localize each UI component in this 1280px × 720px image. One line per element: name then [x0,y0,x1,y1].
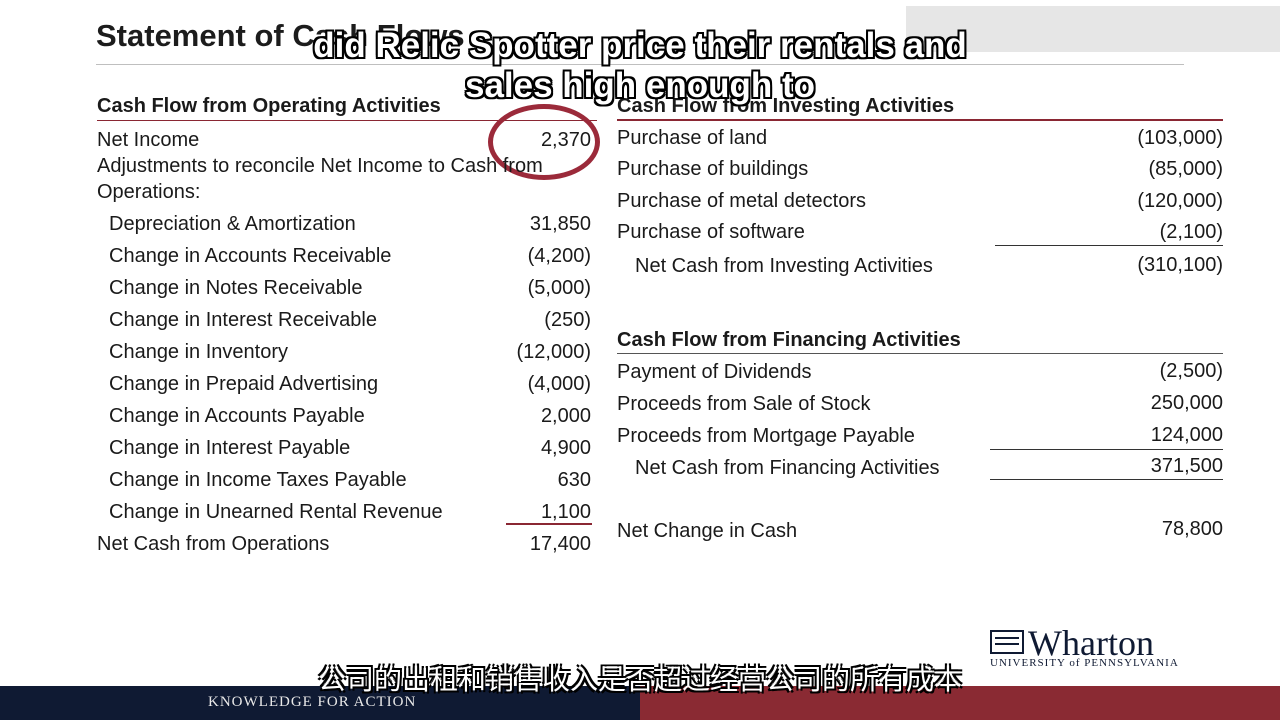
subtitle-english-line2: sales high enough to [464,66,816,105]
financing-item-label: Payment of Dividends [617,361,812,383]
operating-item-label: Change in Inventory [109,341,289,363]
operating-item-value: 4,900 [540,437,591,459]
investing-item-value: (120,000) [1137,190,1223,212]
operating-item-label: Change in Income Taxes Payable [109,469,407,491]
financing-total-underline [990,479,1223,480]
operating-total-value: 17,400 [529,533,591,555]
financing-heading-rule [617,353,1223,354]
footer-red-bar [640,686,1280,720]
investing-item-label: Purchase of land [617,127,768,149]
investing-item-label: Purchase of buildings [617,158,809,180]
operating-item-label: Change in Unearned Rental Revenue [109,501,443,523]
operating-item-label: Change in Interest Receivable [109,309,377,331]
financing-total-label: Net Cash from Financing Activities [635,457,940,479]
operating-item-label: Change in Notes Receivable [109,277,363,299]
operating-item-value: (12,000) [516,341,592,363]
operating-item-label: Change in Accounts Payable [109,405,365,427]
operating-item-value: 31,850 [529,213,591,235]
operating-item-value: 1,100 [540,501,591,523]
investing-item-value: (85,000) [1148,158,1224,180]
slide-title: Statement of Cash Flows [96,18,465,53]
operating-total-label: Net Cash from Operations [97,533,330,555]
adjustments-line2: Operations: [97,181,201,203]
footer-tagline: KNOWLEDGE FOR ACTION [208,694,417,710]
operating-item-label: Change in Accounts Receivable [109,245,392,267]
operating-item-value: 2,000 [540,405,591,427]
subtitle-english-line1: did Relic Spotter price their rentals an… [313,26,967,65]
financing-item-value: 124,000 [1150,424,1223,446]
operating-item-label: Depreciation & Amortization [109,213,356,235]
financing-item-label: Proceeds from Mortgage Payable [617,425,915,447]
wharton-logo-text: Wharton [1028,623,1154,663]
financing-item-value: 250,000 [1150,392,1223,414]
operating-item-label: Change in Interest Payable [109,437,351,459]
subtitle-chinese: 公司的出租和销售收入是否超过经营公司的所有成本 [317,664,962,695]
operating-item-label: Change in Prepaid Advertising [109,373,379,395]
operating-heading: Cash Flow from Operating Activities [97,95,441,117]
footer-navy-bar [0,686,640,720]
adjustments-line1: Adjustments to reconcile Net Income to C… [97,155,543,177]
wharton-logo-subtext: UNIVERSITY of PENNSYLVANIA [990,657,1179,669]
operating-item-value: 630 [557,469,591,491]
financing-total-value: 371,500 [1150,455,1223,477]
corner-overlay-box [906,6,1280,52]
operating-item-value: (5,000) [527,277,591,299]
net-change-value: 78,800 [1161,518,1223,540]
title-divider [96,64,1184,65]
operating-total-rule [506,523,592,525]
highlight-circle [488,104,600,180]
net-income-label: Net Income [97,129,200,151]
financing-item-value: (2,500) [1159,360,1223,382]
investing-total-rule [995,245,1223,246]
financing-total-rule [990,449,1223,450]
operating-heading-rule [97,120,597,121]
investing-item-label: Purchase of software [617,221,805,243]
operating-item-value: (4,200) [527,245,591,267]
operating-item-value: (4,000) [527,373,591,395]
operating-item-value: (250) [544,309,591,331]
wharton-shield-icon [990,630,1024,654]
investing-total-value: (310,100) [1137,254,1223,276]
investing-heading: Cash Flow from Investing Activities [617,95,955,117]
net-change-label: Net Change in Cash [617,520,798,542]
investing-item-value: (103,000) [1137,127,1223,149]
investing-item-label: Purchase of metal detectors [617,190,867,212]
investing-heading-rule [617,119,1223,121]
financing-item-label: Proceeds from Sale of Stock [617,393,871,415]
investing-item-value: (2,100) [1159,221,1223,243]
financing-heading: Cash Flow from Financing Activities [617,329,961,351]
investing-total-label: Net Cash from Investing Activities [635,255,933,277]
